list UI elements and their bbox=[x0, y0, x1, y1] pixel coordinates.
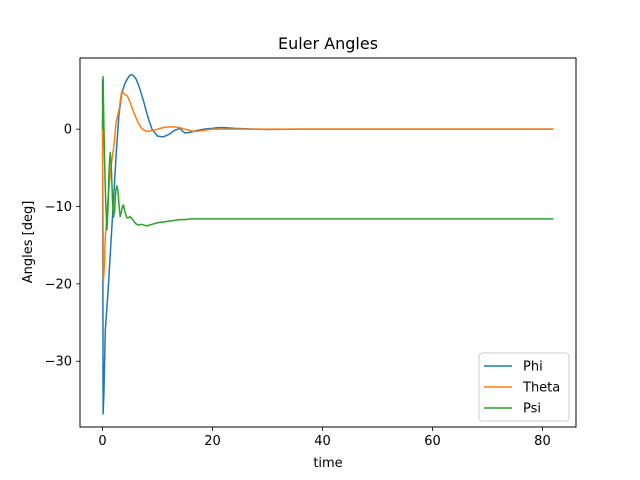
x-tick-label: 40 bbox=[314, 434, 331, 449]
series-line-psi bbox=[101, 75, 554, 231]
x-axis-label: time bbox=[313, 456, 342, 471]
y-tick-label: −20 bbox=[45, 277, 72, 292]
x-axis-ticks: 0 20 40 60 80 bbox=[98, 427, 551, 449]
x-tick-label: 20 bbox=[204, 434, 221, 449]
legend-label-phi: Phi bbox=[523, 360, 543, 375]
plot-frame bbox=[79, 57, 577, 428]
series-layer bbox=[101, 74, 554, 415]
series-line-theta bbox=[101, 89, 554, 283]
x-tick-label: 0 bbox=[98, 434, 106, 449]
legend-label-psi: Psi bbox=[523, 402, 541, 417]
x-tick-label: 80 bbox=[534, 434, 551, 449]
y-axis-ticks: −30 −20 −10 0 bbox=[45, 123, 80, 370]
legend-label-theta: Theta bbox=[522, 381, 560, 396]
x-tick-label: 60 bbox=[424, 434, 441, 449]
legend-box bbox=[478, 352, 570, 422]
plot-area bbox=[79, 57, 577, 428]
y-axis-label: Angles [deg] bbox=[21, 201, 36, 284]
y-tick-label: −30 bbox=[45, 355, 72, 370]
legend: Phi Theta Psi bbox=[478, 352, 570, 422]
y-tick-label: 0 bbox=[64, 123, 72, 138]
chart-title: Euler Angles bbox=[278, 34, 378, 53]
y-tick-label: −10 bbox=[45, 200, 72, 215]
